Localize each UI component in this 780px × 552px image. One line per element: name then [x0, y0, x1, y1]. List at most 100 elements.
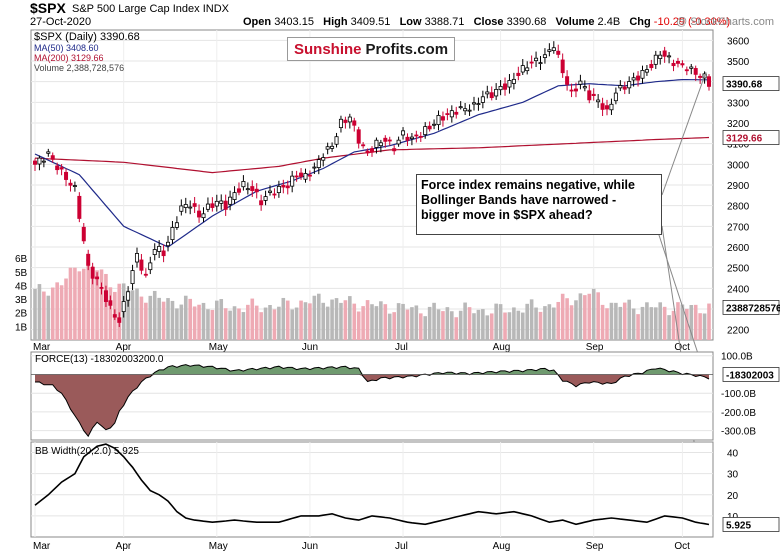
volume-bar: [348, 296, 352, 340]
candle-body: [573, 88, 578, 92]
volume-bar: [90, 266, 95, 340]
close-value: 3390.68: [506, 16, 547, 28]
candle-body: [81, 226, 86, 242]
candle-body: [188, 206, 193, 209]
candle-body: [285, 185, 290, 189]
candle-body: [103, 290, 108, 302]
candle-body: [507, 80, 512, 88]
volume-bar: [543, 306, 547, 340]
volume-bar: [680, 304, 685, 340]
volume-bar: [463, 302, 467, 340]
volume-bar: [410, 307, 414, 340]
candle-body: [68, 182, 73, 186]
candle-body: [445, 113, 450, 116]
volume-bar: [219, 299, 224, 340]
volume-bar: [259, 312, 263, 340]
candle-body: [343, 119, 348, 123]
legend-price: $SPX (Daily) 3390.68: [34, 31, 140, 43]
force-tick-label: -100.0B: [721, 389, 756, 400]
volume-bar: [210, 309, 215, 340]
volume-bar: [152, 290, 157, 340]
volume-bar: [108, 287, 113, 340]
month-label: Aug: [493, 342, 511, 353]
candle-body: [166, 241, 171, 247]
bb-month-label: May: [209, 541, 228, 552]
candle-body: [618, 85, 623, 89]
volume-bar: [560, 293, 565, 340]
volume-bar: [569, 305, 574, 340]
volume-bar: [392, 312, 396, 340]
volume-bar: [50, 287, 55, 340]
candle-body: [503, 83, 508, 90]
volume-bar: [631, 308, 636, 340]
volume-bar: [498, 304, 503, 340]
volume-bar: [312, 295, 317, 340]
force-tick-label: -200.0B: [721, 408, 756, 419]
candle-body: [547, 49, 552, 52]
candle-body: [192, 203, 197, 207]
bb-tick-label: 20: [727, 491, 739, 502]
symbol-text: $SPX: [30, 0, 66, 16]
volume-bar: [228, 310, 232, 340]
candle-body: [529, 61, 534, 64]
candle-body: [50, 155, 55, 160]
candle-body: [307, 174, 312, 177]
candle-body: [622, 86, 627, 90]
volume-bar: [356, 311, 361, 340]
price-tick-label: 2200: [727, 326, 750, 337]
candle-body: [631, 77, 636, 81]
price-tick-label: 2500: [727, 264, 750, 275]
logo-part2: Profits.com: [365, 40, 449, 58]
volume-bar: [702, 313, 707, 340]
candle-body: [143, 273, 148, 276]
candle-body: [174, 222, 179, 228]
price-tick-label: 3100: [727, 140, 750, 151]
candle-body: [334, 136, 339, 145]
candle-body: [480, 96, 485, 103]
candle-body: [467, 109, 472, 112]
volume-bar: [600, 304, 605, 340]
candle-body: [130, 270, 135, 285]
volume-bar: [232, 306, 237, 340]
candle-body: [609, 103, 614, 111]
volume-bar: [179, 304, 184, 340]
volume-bar: [520, 312, 525, 340]
candle-body: [254, 188, 259, 193]
volume-bar: [201, 302, 206, 340]
volume-tick-label: 2B: [15, 309, 28, 320]
candle-body: [205, 203, 210, 210]
candle-body: [99, 287, 104, 289]
volume-bar: [299, 300, 303, 340]
low-value: 3388.71: [424, 16, 465, 28]
volume-bar: [135, 288, 139, 340]
volume-bar: [489, 313, 494, 340]
candle-body: [707, 76, 712, 87]
candle-body: [427, 125, 432, 130]
volume-bar: [596, 292, 600, 340]
legend-volume: Volume 2,388,728,576: [34, 63, 124, 73]
low-label: Low: [399, 16, 422, 28]
candle-body: [77, 195, 82, 219]
volume-bar: [645, 302, 649, 340]
price-tick-label: 3000: [727, 160, 750, 171]
chg-value: -10.29 (-0.30%): [653, 16, 731, 28]
bb-badge: 5.925: [726, 520, 751, 531]
volume-bar: [192, 306, 197, 340]
volume-bar: [374, 306, 379, 340]
volume-bar: [667, 315, 671, 340]
volume-bar: [285, 300, 290, 340]
volume-bar: [64, 278, 68, 340]
candle-body: [662, 50, 667, 57]
candle-body: [405, 136, 410, 141]
candle-body: [636, 75, 641, 81]
volume-bar: [507, 312, 512, 340]
volume-tick-label: 5B: [15, 268, 28, 279]
volume-bar: [215, 300, 219, 340]
price-tick-label: 2400: [727, 284, 750, 295]
volume-label: Volume: [555, 16, 595, 28]
candle-body: [578, 80, 583, 85]
candle-body: [139, 259, 144, 271]
volume-bar: [99, 269, 104, 340]
candle-body: [613, 92, 618, 102]
